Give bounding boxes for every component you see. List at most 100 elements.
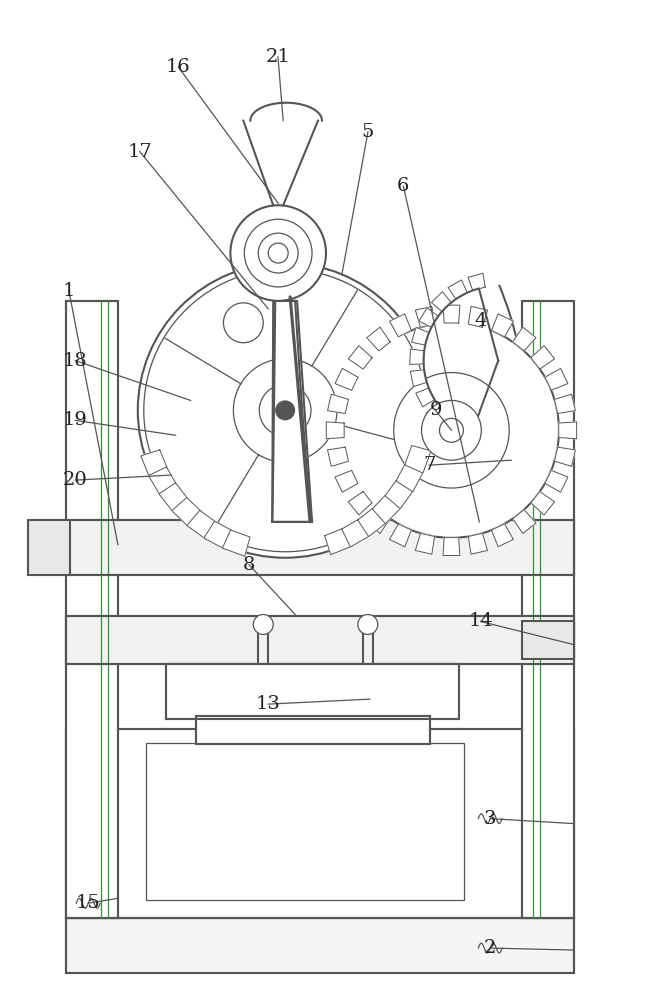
Polygon shape xyxy=(328,447,348,466)
Polygon shape xyxy=(213,424,422,552)
Polygon shape xyxy=(410,370,427,387)
Text: 21: 21 xyxy=(266,48,290,66)
Text: 9: 9 xyxy=(430,401,442,419)
Text: 19: 19 xyxy=(63,411,88,429)
Polygon shape xyxy=(272,301,312,522)
Text: 8: 8 xyxy=(243,556,255,574)
Polygon shape xyxy=(492,314,514,337)
Polygon shape xyxy=(272,301,312,522)
Polygon shape xyxy=(461,428,479,446)
Polygon shape xyxy=(222,530,250,556)
Polygon shape xyxy=(396,463,424,492)
Text: 13: 13 xyxy=(256,695,281,713)
Bar xyxy=(66,616,574,664)
Polygon shape xyxy=(204,521,233,549)
Circle shape xyxy=(276,401,294,419)
Polygon shape xyxy=(348,346,372,369)
Bar xyxy=(66,301,118,918)
Polygon shape xyxy=(335,470,358,492)
Polygon shape xyxy=(342,519,371,547)
Polygon shape xyxy=(358,507,388,537)
Polygon shape xyxy=(513,327,536,351)
Bar xyxy=(66,301,118,918)
Circle shape xyxy=(358,615,378,634)
Polygon shape xyxy=(328,394,348,413)
Polygon shape xyxy=(468,533,488,554)
Bar xyxy=(66,729,574,918)
Polygon shape xyxy=(531,346,554,369)
Polygon shape xyxy=(468,273,485,290)
Bar xyxy=(522,301,574,918)
Polygon shape xyxy=(390,314,412,337)
Text: 20: 20 xyxy=(63,471,88,489)
Bar xyxy=(165,664,459,719)
Polygon shape xyxy=(492,524,514,547)
Text: 7: 7 xyxy=(423,456,435,474)
Polygon shape xyxy=(187,510,216,539)
Polygon shape xyxy=(325,528,353,555)
Polygon shape xyxy=(415,533,435,554)
Polygon shape xyxy=(468,306,488,327)
Circle shape xyxy=(231,205,326,301)
Polygon shape xyxy=(367,510,390,533)
Polygon shape xyxy=(272,301,312,522)
Polygon shape xyxy=(390,524,412,547)
Polygon shape xyxy=(410,349,424,364)
Polygon shape xyxy=(442,418,461,438)
Polygon shape xyxy=(144,338,272,547)
Bar xyxy=(66,918,574,973)
Circle shape xyxy=(393,373,509,488)
Polygon shape xyxy=(419,308,438,327)
Circle shape xyxy=(253,615,273,634)
Bar xyxy=(196,716,430,744)
Circle shape xyxy=(259,384,311,436)
Polygon shape xyxy=(412,327,429,345)
Polygon shape xyxy=(326,422,344,439)
Text: 18: 18 xyxy=(63,352,88,370)
Polygon shape xyxy=(141,450,167,478)
Text: 6: 6 xyxy=(397,177,410,195)
Polygon shape xyxy=(531,492,554,515)
Text: 2: 2 xyxy=(484,939,496,957)
Bar xyxy=(522,301,574,918)
Text: 4: 4 xyxy=(474,312,487,330)
Bar xyxy=(28,520,70,575)
Polygon shape xyxy=(554,394,576,413)
Bar xyxy=(66,918,574,973)
Text: 15: 15 xyxy=(76,894,101,912)
Polygon shape xyxy=(416,388,435,407)
Polygon shape xyxy=(426,404,446,424)
Polygon shape xyxy=(513,510,536,533)
Bar xyxy=(66,616,574,664)
Polygon shape xyxy=(448,280,467,299)
Circle shape xyxy=(258,233,298,273)
Polygon shape xyxy=(367,327,390,351)
Polygon shape xyxy=(335,368,358,390)
Circle shape xyxy=(422,400,481,460)
Polygon shape xyxy=(298,274,426,483)
Circle shape xyxy=(344,323,559,538)
Polygon shape xyxy=(545,368,568,390)
Text: 5: 5 xyxy=(362,123,374,141)
Polygon shape xyxy=(424,288,498,431)
Polygon shape xyxy=(372,494,402,524)
Polygon shape xyxy=(443,538,460,555)
Polygon shape xyxy=(348,492,372,515)
Polygon shape xyxy=(554,447,576,466)
Circle shape xyxy=(244,219,312,287)
Text: 1: 1 xyxy=(63,282,75,300)
Polygon shape xyxy=(559,422,577,439)
Text: 16: 16 xyxy=(166,58,191,76)
Circle shape xyxy=(439,418,463,442)
Text: 14: 14 xyxy=(468,612,493,630)
Bar xyxy=(196,716,430,744)
Text: 3: 3 xyxy=(484,810,497,828)
Text: 17: 17 xyxy=(127,143,152,161)
Polygon shape xyxy=(149,269,358,397)
Circle shape xyxy=(138,263,433,558)
Polygon shape xyxy=(545,470,568,492)
Polygon shape xyxy=(385,479,414,509)
Bar xyxy=(66,520,574,575)
Circle shape xyxy=(224,303,264,343)
Polygon shape xyxy=(159,483,188,513)
